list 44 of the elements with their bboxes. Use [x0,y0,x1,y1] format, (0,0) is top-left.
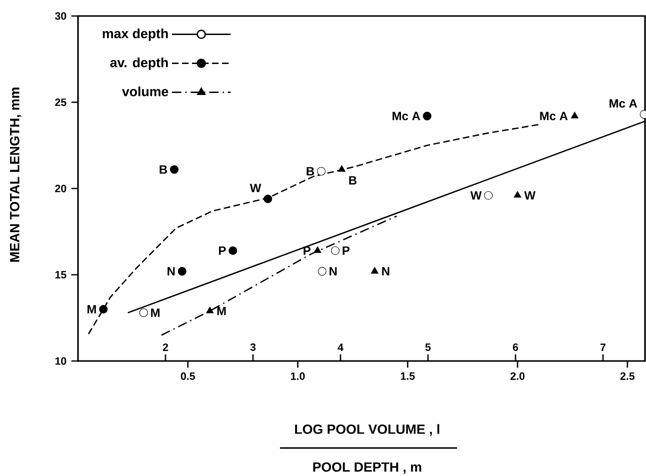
x2-tick-label: 3 [250,343,256,351]
data-label: Mc A [610,99,638,108]
data-label: B [349,176,357,184]
x2-tick-label: 5 [425,344,431,351]
x2-tick-label: 4 [338,344,344,351]
x2-axis-title: POOL DEPTH , m [313,462,422,474]
data-label: Mc A [540,112,568,120]
data-label: P [342,246,350,255]
point [206,306,214,314]
point [570,112,578,118]
data-label: Mc A [392,112,420,120]
data-label: B [306,167,314,176]
x-tick-label: 2.0 [510,372,525,380]
x2-tick-label: 2 [162,344,168,351]
data-label: W [470,191,482,200]
x-tick-label: 0.5 [180,372,195,380]
data-label: M [151,308,160,317]
data-label: M [217,306,226,316]
data-label: W [524,191,536,200]
x-tick-label: 1.0 [291,372,305,380]
data-label: M [88,305,96,314]
y-tick-label: 15 [55,271,66,278]
x2-tick-label: 7 [600,344,606,351]
data-label: N [382,267,390,276]
data-label: N [168,267,175,276]
x2-tick-label: 6 [512,343,518,351]
x-tick-label: 1.5 [400,372,415,380]
y-axis-title: MEAN TOTAL LENGTH, mm [10,88,22,262]
x-axis-title: LOG POOL VOLUME , l [295,424,440,436]
point [514,191,522,198]
point [314,246,322,253]
x-tick-label: 2.5 [620,372,635,380]
legend-label: av. depth [110,58,168,70]
legend-label: volume [122,86,168,96]
legend-label: max depth [102,28,168,41]
data-label: P [219,246,226,255]
y-tick-label: 30 [55,12,66,20]
data-label: N [330,267,337,276]
y-tick-label: 20 [55,184,66,192]
point [370,267,378,274]
y-tick-label: 25 [55,98,66,106]
data-label: W [250,184,262,192]
data-label: B [160,165,168,174]
y-tick-label: 10 [55,357,66,365]
